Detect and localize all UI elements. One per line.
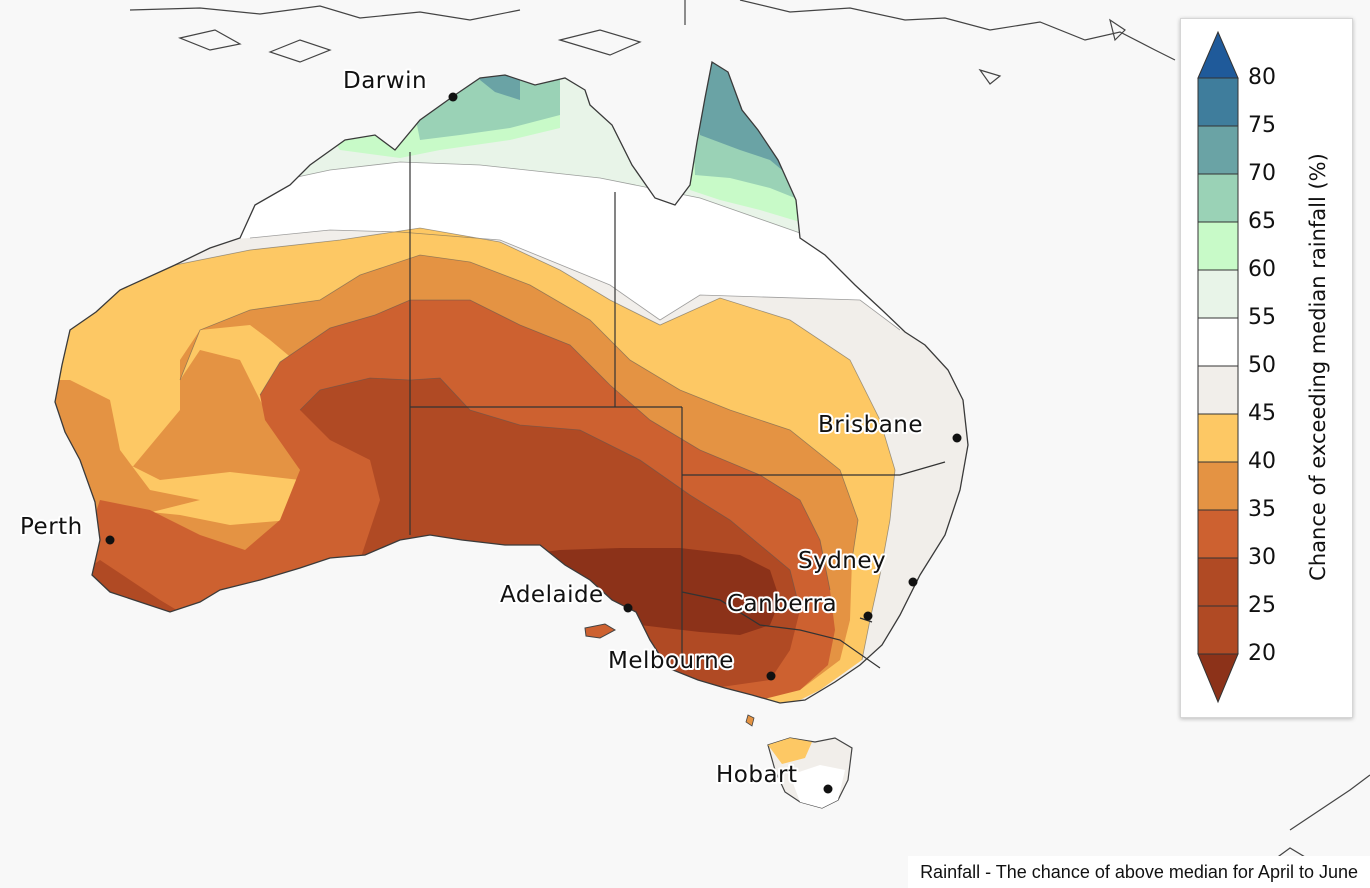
city-label: Sydney	[798, 548, 886, 574]
legend-tick-20: 20	[1248, 641, 1276, 666]
city-label: Canberra	[727, 591, 837, 617]
legend-swatch-20-25b	[1197, 605, 1239, 655]
legend-colorbar	[1197, 30, 1239, 704]
legend-swatch-60-65	[1197, 173, 1239, 223]
legend-swatch-25-30	[1197, 509, 1239, 559]
legend-swatch-45-50	[1197, 317, 1239, 367]
city-dot	[105, 535, 115, 545]
cities: Darwin Brisbane Perth Sydney Adelaide Ca…	[18, 66, 962, 794]
legend-tick-50: 50	[1248, 353, 1276, 378]
city-canberra: Canberra	[725, 589, 873, 621]
legend-tick-65: 65	[1248, 209, 1276, 234]
city-melbourne: Melbourne	[606, 646, 776, 681]
city-sydney: Sydney	[796, 546, 918, 587]
legend-swatch-50-55	[1197, 269, 1239, 319]
city-adelaide: Adelaide	[498, 580, 633, 613]
legend-swatch-35-40	[1197, 413, 1239, 463]
legend-tick-70: 70	[1248, 161, 1276, 186]
city-label: Adelaide	[500, 582, 604, 608]
rainfall-bands	[55, 62, 968, 703]
legend-tick-55: 55	[1248, 305, 1276, 330]
kangaroo-island	[584, 623, 617, 639]
city-label: Darwin	[343, 68, 427, 94]
legend-title: Chance of exceeding median rainfall (%)	[1306, 153, 1330, 581]
legend-tick-60: 60	[1248, 257, 1276, 282]
city-dot	[766, 671, 776, 681]
legend-swatch-30-35	[1197, 461, 1239, 511]
mainland-coastline	[54, 60, 969, 704]
legend-tick-40: 40	[1248, 449, 1276, 474]
legend-tick-80: 80	[1248, 65, 1276, 90]
legend-tick-35: 35	[1248, 497, 1276, 522]
legend-swatch-above-75	[1197, 30, 1239, 79]
legend-swatch-65-70	[1197, 125, 1239, 175]
legend-swatch-20-25	[1197, 557, 1239, 607]
city-dot	[823, 784, 833, 794]
city-brisbane: Brisbane	[816, 410, 962, 443]
city-label: Brisbane	[818, 412, 923, 438]
city-darwin: Darwin	[341, 66, 458, 102]
legend-tick-30: 30	[1248, 545, 1276, 570]
city-dot	[952, 433, 962, 443]
legend-tick-25: 25	[1248, 593, 1276, 618]
legend-swatch-55-60	[1197, 221, 1239, 271]
city-label: Melbourne	[608, 648, 734, 674]
city-label: Perth	[20, 514, 83, 540]
legend-tick-75: 75	[1248, 113, 1276, 138]
city-dot	[448, 92, 458, 102]
city-hobart: Hobart	[714, 760, 833, 794]
band-below-20	[520, 548, 780, 635]
legend-swatch-70-75	[1197, 77, 1239, 127]
city-perth: Perth	[18, 512, 115, 545]
legend-tick-45: 45	[1248, 401, 1276, 426]
legend-swatch-below-20	[1197, 653, 1239, 704]
map-caption: Rainfall - The chance of above median fo…	[908, 856, 1370, 888]
city-dot	[908, 577, 918, 587]
legend-swatch-40-45	[1197, 365, 1239, 415]
city-dot	[623, 603, 633, 613]
city-dot	[863, 611, 873, 621]
city-label: Hobart	[716, 762, 798, 788]
